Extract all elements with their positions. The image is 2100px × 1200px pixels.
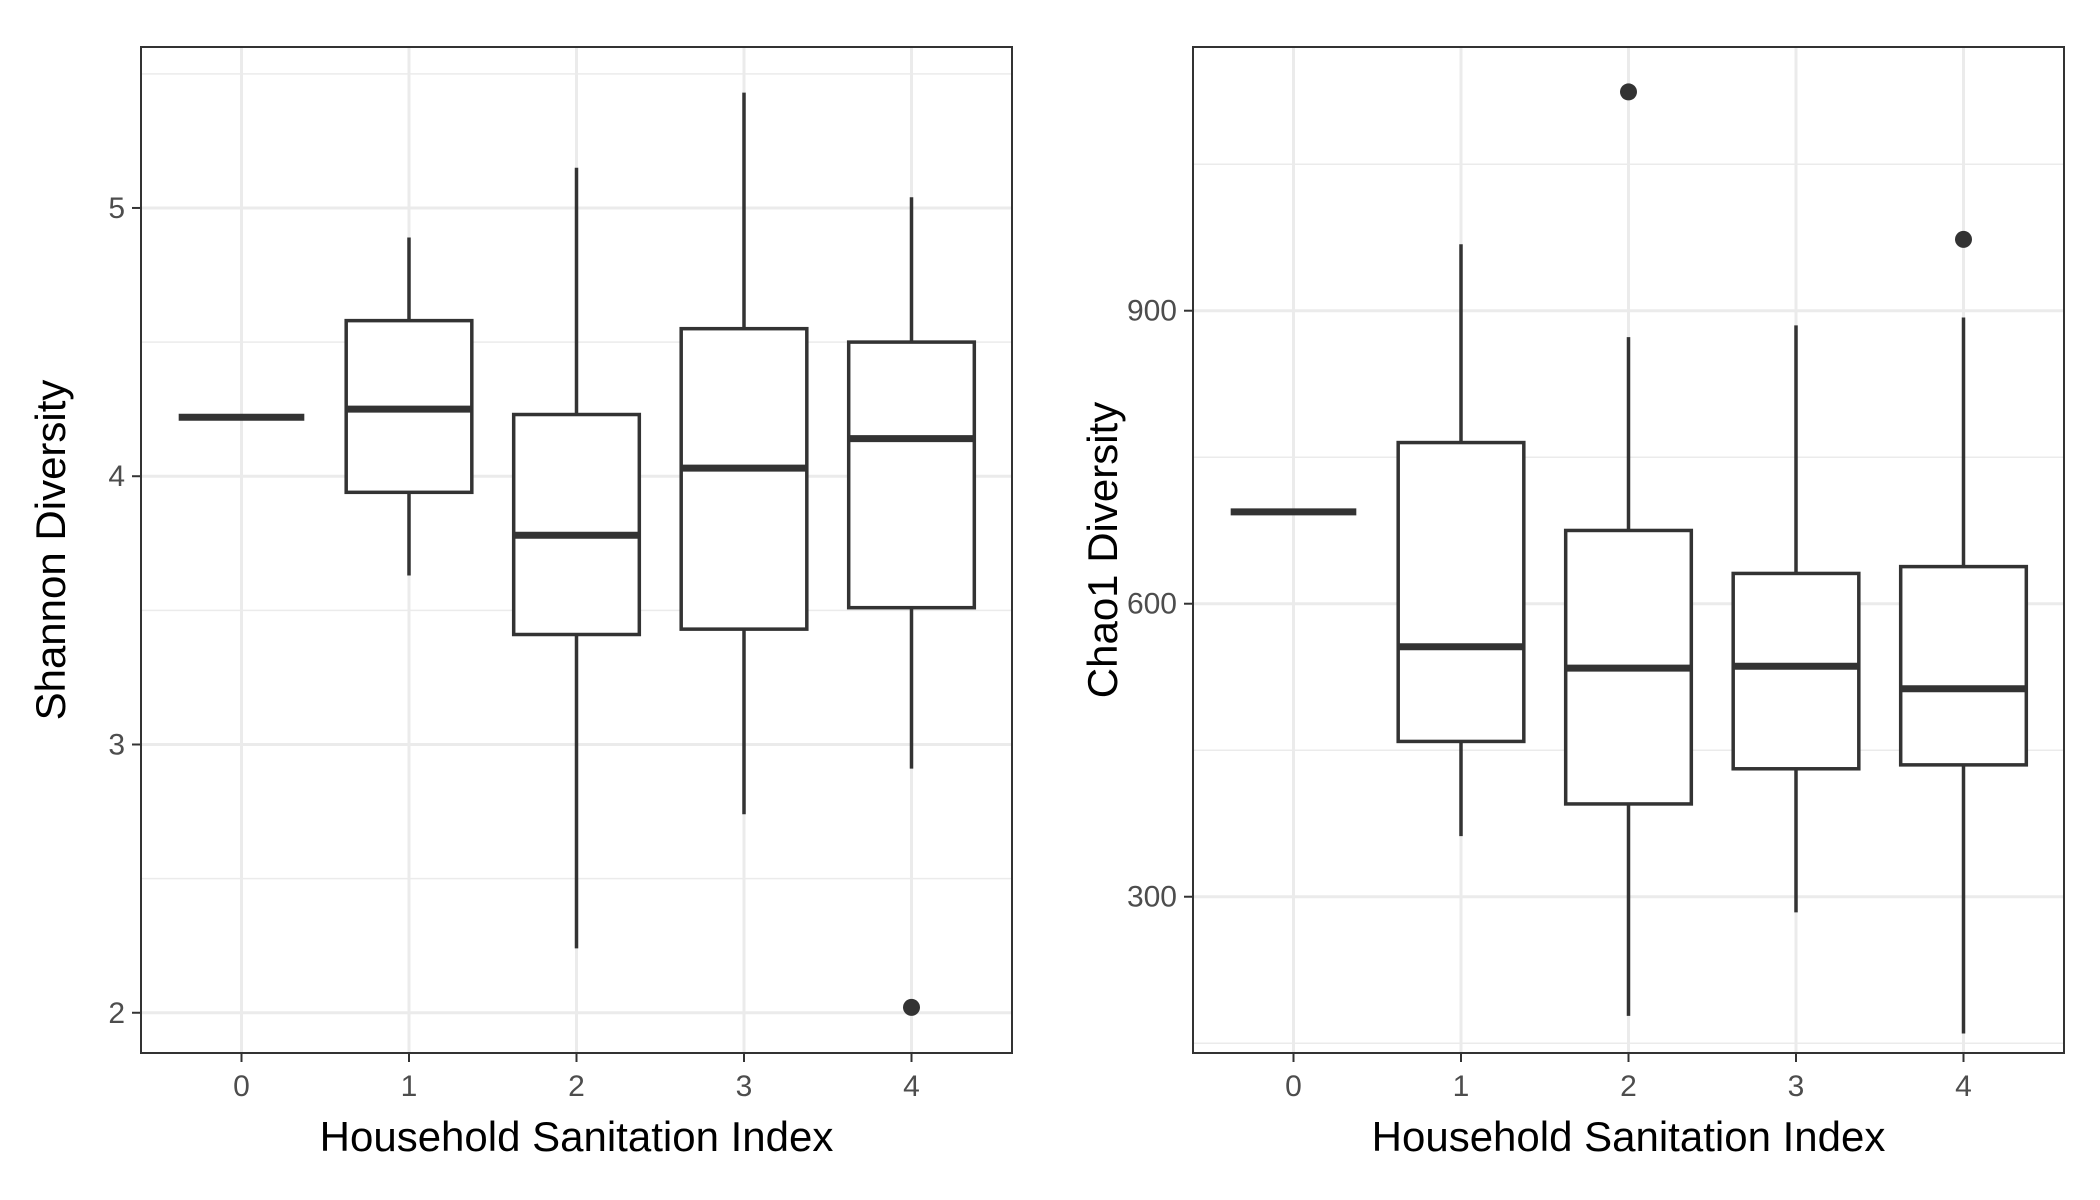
box-1	[344, 237, 474, 576]
box-2	[511, 167, 642, 949]
box-1	[1396, 244, 1526, 837]
box-3	[679, 92, 809, 815]
x-tick-label: 4	[1955, 1070, 1972, 1103]
box-4	[846, 197, 977, 1016]
outlier-point	[1620, 83, 1637, 101]
x-tick-label: 1	[1453, 1070, 1470, 1103]
box-3	[1731, 325, 1861, 913]
shannon-panel: 2 3 4 5 0 1 2 3 4 Household Sanitation Index Shann…	[27, 46, 1013, 1160]
y-tick-label: 600	[1127, 588, 1177, 621]
iqr-box	[1396, 440, 1526, 744]
box-2	[1563, 83, 1694, 1016]
y-tick-label: 3	[108, 728, 125, 761]
iqr-box	[1898, 564, 2029, 767]
x-tick-label: 2	[1620, 1070, 1637, 1103]
x-tick-label: 3	[736, 1070, 753, 1103]
box-4	[1898, 230, 2029, 1034]
x-axis-title: Household Sanitation Index	[1372, 1113, 1886, 1160]
outlier-point	[1955, 230, 1972, 248]
y-tick-label: 900	[1127, 295, 1177, 328]
iqr-box	[679, 326, 809, 631]
iqr-box	[511, 412, 642, 637]
y-tick-label: 4	[108, 460, 125, 493]
iqr-box	[846, 340, 977, 610]
x-tick-label: 4	[903, 1070, 920, 1103]
x-tick-label: 0	[1285, 1070, 1302, 1103]
chao1-panel: 300 600 900 0 1 2 3 4 Household Sanitation Index…	[1079, 46, 2065, 1160]
y-tick-label: 2	[108, 997, 125, 1030]
outlier-point	[903, 998, 920, 1016]
x-tick-label: 2	[568, 1070, 585, 1103]
x-tick-label: 3	[1788, 1070, 1805, 1103]
y-axis-title: Chao1 Diversity	[1079, 402, 1126, 698]
y-tick-label: 5	[108, 192, 125, 225]
y-axis-title: Shannon Diversity	[27, 380, 74, 721]
x-tick-label: 0	[233, 1070, 250, 1103]
y-tick-label: 300	[1127, 881, 1177, 914]
x-axis-title: Household Sanitation Index	[320, 1113, 834, 1160]
iqr-box	[1731, 571, 1861, 771]
x-tick-label: 1	[401, 1070, 418, 1103]
